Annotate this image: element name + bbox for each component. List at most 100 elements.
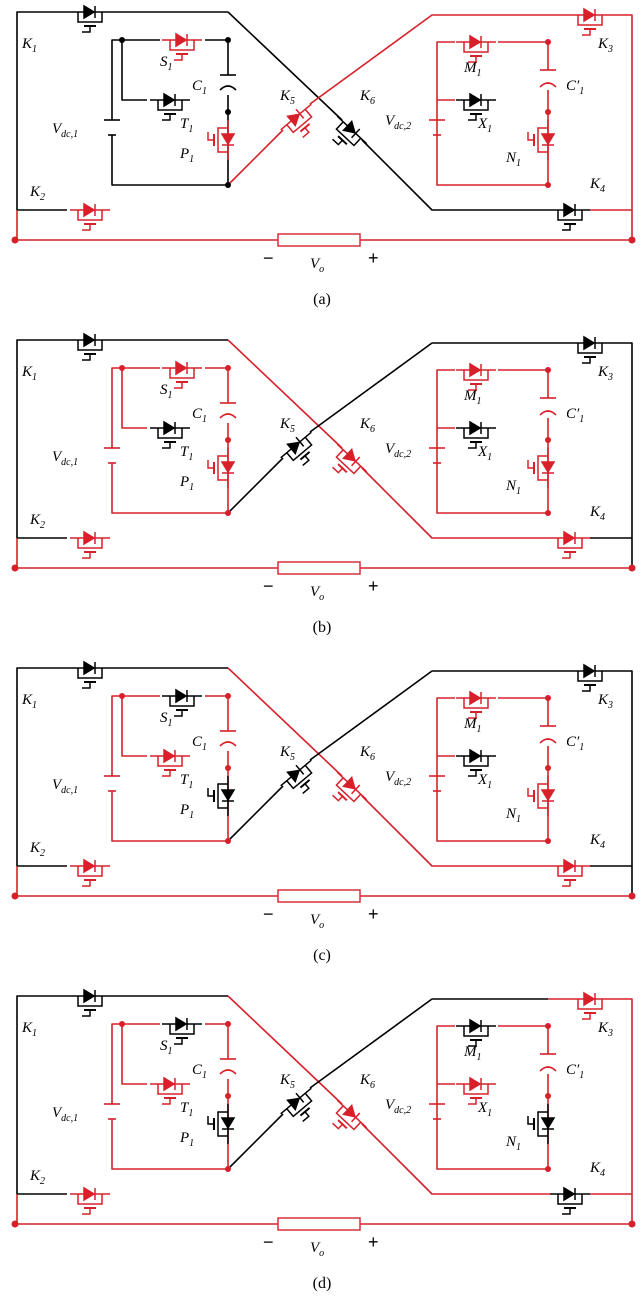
switch-k2 <box>70 202 110 231</box>
junction-dots <box>11 37 636 244</box>
label-k3: K3 <box>597 692 613 711</box>
label-vdc1: Vdc,1 <box>52 121 78 140</box>
load-rail <box>15 1194 632 1225</box>
vdc1-source <box>104 447 120 464</box>
minus-sign: − <box>263 576 274 596</box>
panel-caption: (c) <box>313 947 331 964</box>
label-x1: X1 <box>477 116 492 135</box>
switch-k1 <box>70 660 110 689</box>
switch-k3 <box>570 991 610 1020</box>
circuit-panel-4: K1 S1 C1 T1 Vdc,1 P1 K2 K5 K6 Vdc,2 M1 C… <box>11 988 636 1292</box>
switch-k2 <box>70 858 110 887</box>
label-k3: K3 <box>597 1020 613 1039</box>
label-c1: C1 <box>192 734 207 753</box>
vdc2-source <box>429 447 445 464</box>
right-cell-wiring <box>436 1025 549 1170</box>
switch-s1 <box>162 360 202 389</box>
right-outer-loop-wire <box>548 14 633 240</box>
label-vdc1: Vdc,1 <box>52 777 78 796</box>
left-outer-loop-wire <box>16 11 228 211</box>
switch-k6 <box>331 1099 368 1131</box>
switch-m1 <box>456 690 496 719</box>
label-k2: K2 <box>29 1168 45 1187</box>
label-t1: T1 <box>180 444 193 463</box>
label-k4: K4 <box>589 504 605 523</box>
label-c1: C1 <box>192 78 207 97</box>
label-s1: S1 <box>160 382 173 401</box>
label-k5: K5 <box>279 88 295 107</box>
label-k6: K6 <box>359 88 375 107</box>
junction-dots <box>11 1021 636 1228</box>
label-vdc2: Vdc,2 <box>385 113 411 132</box>
cross-wire-k5 <box>227 342 548 514</box>
switch-m1 <box>456 34 496 63</box>
label-s1: S1 <box>160 710 173 729</box>
label-n1: N1 <box>505 806 521 825</box>
minus-sign: − <box>263 904 274 924</box>
switch-k5 <box>280 103 313 139</box>
switch-k4 <box>550 858 590 887</box>
right-cell-wiring <box>436 697 549 842</box>
switch-m1 <box>456 1018 496 1047</box>
label-p1: P1 <box>179 1130 194 1149</box>
right-cell-wiring <box>436 369 549 514</box>
circuit-panel-3: K1 S1 C1 T1 Vdc,1 P1 K2 K5 K6 Vdc,2 M1 C… <box>11 660 636 964</box>
load-rail <box>15 866 632 897</box>
switch-n1 <box>527 448 556 488</box>
label-vo: Vo <box>310 256 324 275</box>
label-k2: K2 <box>29 184 45 203</box>
label-k6: K6 <box>359 1072 375 1091</box>
switch-s1 <box>162 32 202 61</box>
switch-p1 <box>207 776 236 816</box>
switch-p1 <box>207 448 236 488</box>
label-x1: X1 <box>477 772 492 791</box>
switch-t1 <box>150 1076 190 1105</box>
minus-sign: − <box>263 248 274 268</box>
vdc1-source <box>104 775 120 792</box>
label-s1: S1 <box>160 54 173 73</box>
label-vdc1: Vdc,1 <box>52 449 78 468</box>
c1-capacitor <box>219 74 237 91</box>
label-k6: K6 <box>359 416 375 435</box>
label-m1: M1 <box>463 1044 482 1063</box>
cross-wire-k5 <box>227 14 548 186</box>
label-vdc2: Vdc,2 <box>385 769 411 788</box>
label-vo: Vo <box>310 1240 324 1259</box>
circuit-panel-1: K1 S1 C1 T1 Vdc,1 P1 K2 K5 K6 Vdc,2 M1 C… <box>11 4 636 308</box>
load-resistor <box>277 889 361 903</box>
label-vo: Vo <box>310 912 324 931</box>
c1-prime-capacitor <box>539 1053 557 1072</box>
switch-k1 <box>70 988 110 1017</box>
cross-wire-k6 <box>227 339 550 539</box>
label-p1: P1 <box>179 474 194 493</box>
cross-wire-k5 <box>227 670 548 842</box>
junction-dots <box>11 693 636 900</box>
load-rail <box>15 210 632 241</box>
vdc1-source <box>104 1103 120 1120</box>
switch-k5 <box>280 1087 313 1123</box>
c1-prime-capacitor <box>539 725 557 744</box>
panel-caption: (d) <box>313 1275 332 1292</box>
label-m1: M1 <box>463 716 482 735</box>
left-outer-loop-wire <box>16 667 228 867</box>
label-c1: C1 <box>192 406 207 425</box>
cross-wire-k5 <box>227 998 548 1170</box>
right-cell-wiring <box>436 41 549 186</box>
right-outer-loop-wire <box>548 670 633 896</box>
switch-k6 <box>331 443 368 475</box>
switch-x1 <box>456 92 496 121</box>
label-x1: X1 <box>477 1100 492 1119</box>
switch-k2 <box>70 530 110 559</box>
switch-n1 <box>527 776 556 816</box>
switch-k4 <box>550 530 590 559</box>
plus-sign: + <box>368 576 379 596</box>
label-c1-prime: C′1 <box>566 78 584 97</box>
label-s1: S1 <box>160 1038 173 1057</box>
label-x1: X1 <box>477 444 492 463</box>
label-t1: T1 <box>180 116 193 135</box>
load-resistor <box>277 233 361 247</box>
label-vdc2: Vdc,2 <box>385 441 411 460</box>
label-t1: T1 <box>180 772 193 791</box>
switch-k6 <box>331 771 368 803</box>
